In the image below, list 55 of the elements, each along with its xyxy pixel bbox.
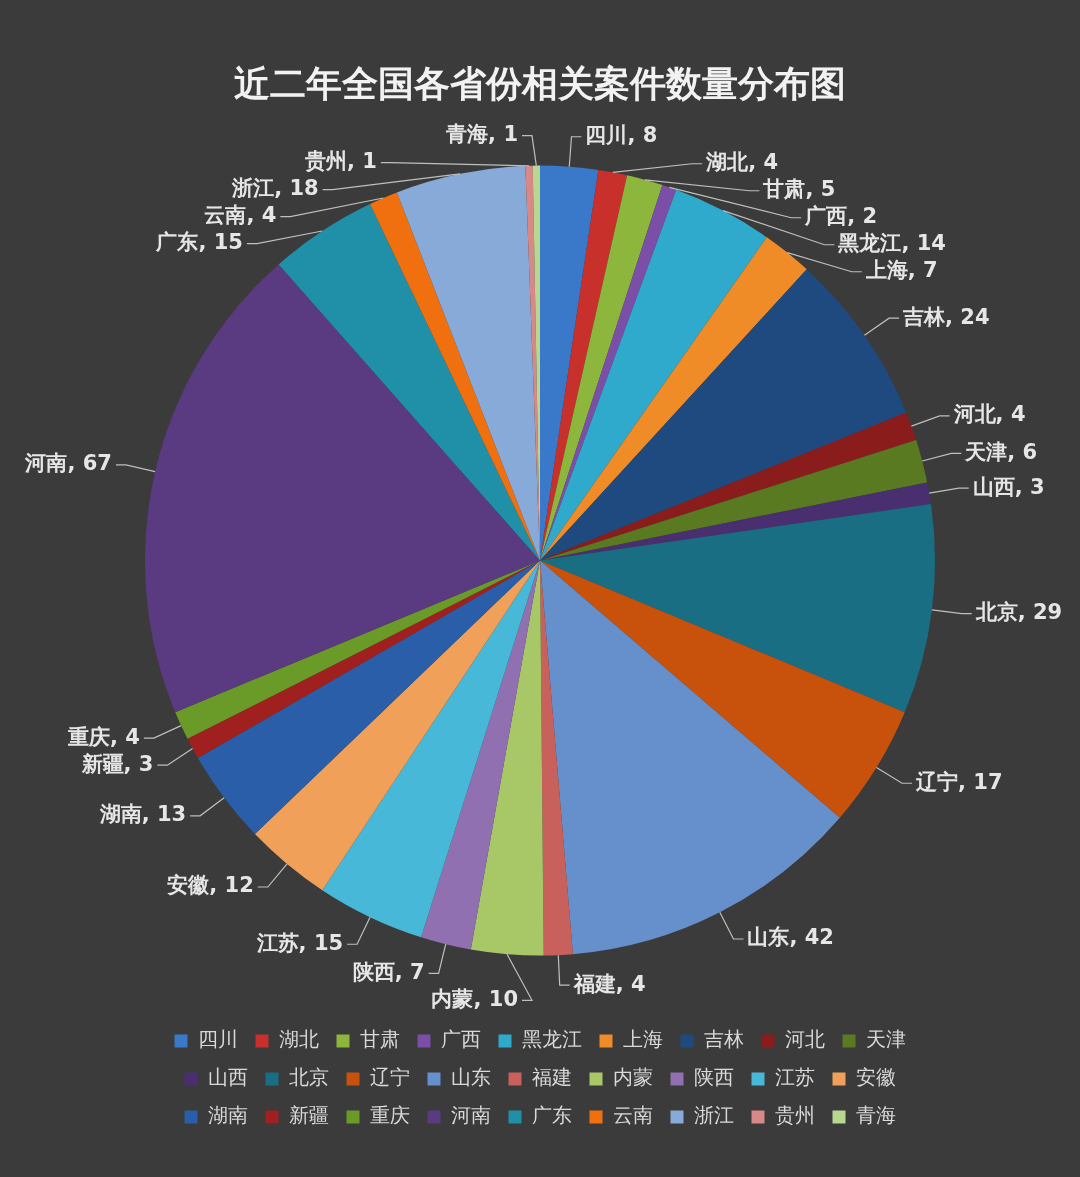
legend-label: 山东 bbox=[450, 1065, 491, 1090]
data-label: 内蒙, 10 bbox=[431, 986, 518, 1011]
data-label: 河北, 4 bbox=[952, 402, 1026, 427]
legend-label: 四川 bbox=[197, 1027, 238, 1052]
data-label: 青海, 1 bbox=[445, 122, 519, 147]
data-label: 天津, 6 bbox=[964, 439, 1038, 464]
legend-label: 湖南 bbox=[207, 1103, 248, 1128]
data-label: 河南, 67 bbox=[24, 451, 112, 476]
legend-label: 广西 bbox=[440, 1027, 481, 1052]
data-label: 新疆, 3 bbox=[80, 751, 154, 776]
data-label: 安徽, 12 bbox=[167, 873, 254, 898]
data-label: 山东, 42 bbox=[747, 925, 834, 950]
legend-label: 陕西 bbox=[693, 1065, 734, 1090]
legend-label: 吉林 bbox=[703, 1027, 744, 1052]
legend-label: 云南 bbox=[612, 1103, 653, 1128]
legend-label: 贵州 bbox=[774, 1103, 815, 1128]
legend-label: 安徽 bbox=[855, 1065, 896, 1090]
data-label: 湖南, 13 bbox=[98, 802, 187, 827]
data-label: 黑龙江, 14 bbox=[837, 231, 946, 256]
data-label: 陕西, 7 bbox=[352, 959, 425, 984]
legend-label: 青海 bbox=[855, 1103, 896, 1128]
legend-label: 内蒙 bbox=[612, 1065, 653, 1090]
legend-label: 上海 bbox=[622, 1027, 663, 1052]
data-label: 福建, 4 bbox=[572, 971, 646, 996]
legend-label: 天津 bbox=[865, 1027, 906, 1052]
data-label: 山西, 3 bbox=[972, 474, 1045, 499]
legend-label: 新疆 bbox=[288, 1103, 329, 1128]
legend-label: 广东 bbox=[531, 1103, 572, 1128]
legend-label: 黑龙江 bbox=[521, 1027, 582, 1052]
legend-label: 河北 bbox=[784, 1027, 825, 1052]
data-label: 浙江, 18 bbox=[231, 176, 319, 201]
legend-label: 湖北 bbox=[278, 1027, 319, 1052]
legend-label: 甘肃 bbox=[359, 1027, 400, 1052]
data-label: 甘肃, 5 bbox=[762, 177, 836, 202]
data-label: 湖北, 4 bbox=[705, 150, 779, 175]
legend-label: 辽宁 bbox=[369, 1065, 410, 1090]
legend-label: 浙江 bbox=[693, 1103, 734, 1128]
data-label: 江苏, 15 bbox=[255, 930, 344, 955]
legend-label: 重庆 bbox=[369, 1103, 410, 1128]
data-label: 贵州, 1 bbox=[303, 149, 377, 174]
chart-title: 近二年全国各省份相关案件数量分布图 bbox=[234, 62, 846, 104]
data-label: 北京, 29 bbox=[974, 600, 1063, 625]
data-label: 吉林, 24 bbox=[902, 304, 990, 329]
data-label: 四川, 8 bbox=[585, 123, 658, 148]
legend-label: 福建 bbox=[531, 1065, 572, 1090]
legend-label: 河南 bbox=[450, 1103, 491, 1128]
legend-label: 山西 bbox=[207, 1065, 248, 1090]
data-label: 辽宁, 17 bbox=[915, 769, 1003, 794]
data-label: 广西, 2 bbox=[804, 204, 878, 229]
data-label: 上海, 7 bbox=[864, 258, 938, 283]
data-label: 重庆, 4 bbox=[66, 724, 140, 749]
legend-label: 北京 bbox=[288, 1065, 329, 1090]
data-label: 云南, 4 bbox=[204, 203, 277, 228]
data-label: 广东, 15 bbox=[155, 230, 243, 255]
legend-label: 江苏 bbox=[774, 1065, 815, 1090]
